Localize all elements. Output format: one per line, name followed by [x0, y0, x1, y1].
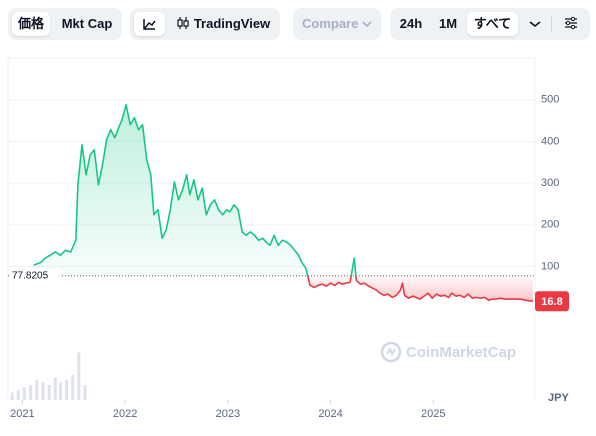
baseline-label-bg [10, 268, 60, 283]
y-tick-label: 200 [541, 219, 559, 231]
y-tick-label: 100 [541, 260, 559, 272]
compare-button[interactable]: Compare [297, 12, 377, 36]
price-area [33, 104, 533, 302]
settings-button[interactable] [558, 12, 584, 36]
volume-bar [53, 377, 57, 400]
mkt-cap-button[interactable]: Mkt Cap [61, 16, 113, 31]
volume-bar [65, 380, 69, 400]
range-toggle: 24h 1M すべて [390, 8, 590, 40]
y-tick-label: 400 [541, 135, 559, 147]
range-all[interactable]: すべて [467, 12, 518, 36]
volume-bar [10, 392, 14, 400]
divider [551, 16, 552, 32]
x-tick-label: 2025 [421, 408, 445, 420]
watermark-logo [380, 341, 402, 363]
volume-bar [35, 380, 39, 400]
watermark-text: CoinMarketCap [406, 344, 516, 361]
x-tick-label: 2024 [318, 408, 342, 420]
settings-icon [565, 16, 577, 30]
volume-bar [58, 382, 62, 400]
watermark-logo-mark [386, 346, 396, 357]
x-tick-label: 2021 [10, 408, 34, 420]
volume-bar [22, 387, 26, 400]
compare-label: Compare [302, 16, 359, 31]
range-1m[interactable]: 1M [438, 16, 458, 31]
y-unit: JPY [548, 392, 569, 404]
range-24h[interactable]: 24h [399, 16, 423, 31]
chevron-icon [362, 21, 372, 28]
volume-bar [83, 385, 87, 400]
line-chart-button[interactable] [134, 12, 165, 36]
watermark: CoinMarketCap [380, 341, 516, 363]
volume-bar [71, 375, 75, 400]
price-button[interactable]: 価格 [12, 12, 50, 36]
plot: 77.8205 [8, 103, 535, 302]
price-line [33, 103, 534, 302]
range-more[interactable] [524, 12, 546, 36]
metric-toggle: 価格 Mkt Cap [8, 8, 122, 40]
baseline-label: 77.8205 [12, 270, 49, 281]
volume-bar [16, 390, 20, 400]
x-tick-label: 2022 [113, 408, 137, 420]
compare-dropdown[interactable]: Compare [293, 8, 381, 40]
tradingview-label: TradingView [193, 16, 271, 31]
y-tick-label: 500 [541, 94, 559, 106]
volume-bar [47, 385, 51, 400]
volume-bars [10, 352, 87, 400]
volume-bar [29, 385, 33, 400]
line-icon [143, 19, 156, 30]
y-tick-label: 300 [541, 177, 559, 189]
last-price-tag [535, 291, 569, 312]
volume-bar [41, 382, 45, 400]
tradingview-button[interactable]: TradingView [170, 12, 276, 36]
volume-bar [77, 352, 81, 400]
chevron-icon [529, 21, 541, 28]
candle-icon [177, 17, 189, 29]
chart-style-toggle: TradingView [130, 8, 280, 40]
x-tick-label: 2023 [216, 408, 240, 420]
last-price-label: 16.8 [541, 296, 562, 308]
